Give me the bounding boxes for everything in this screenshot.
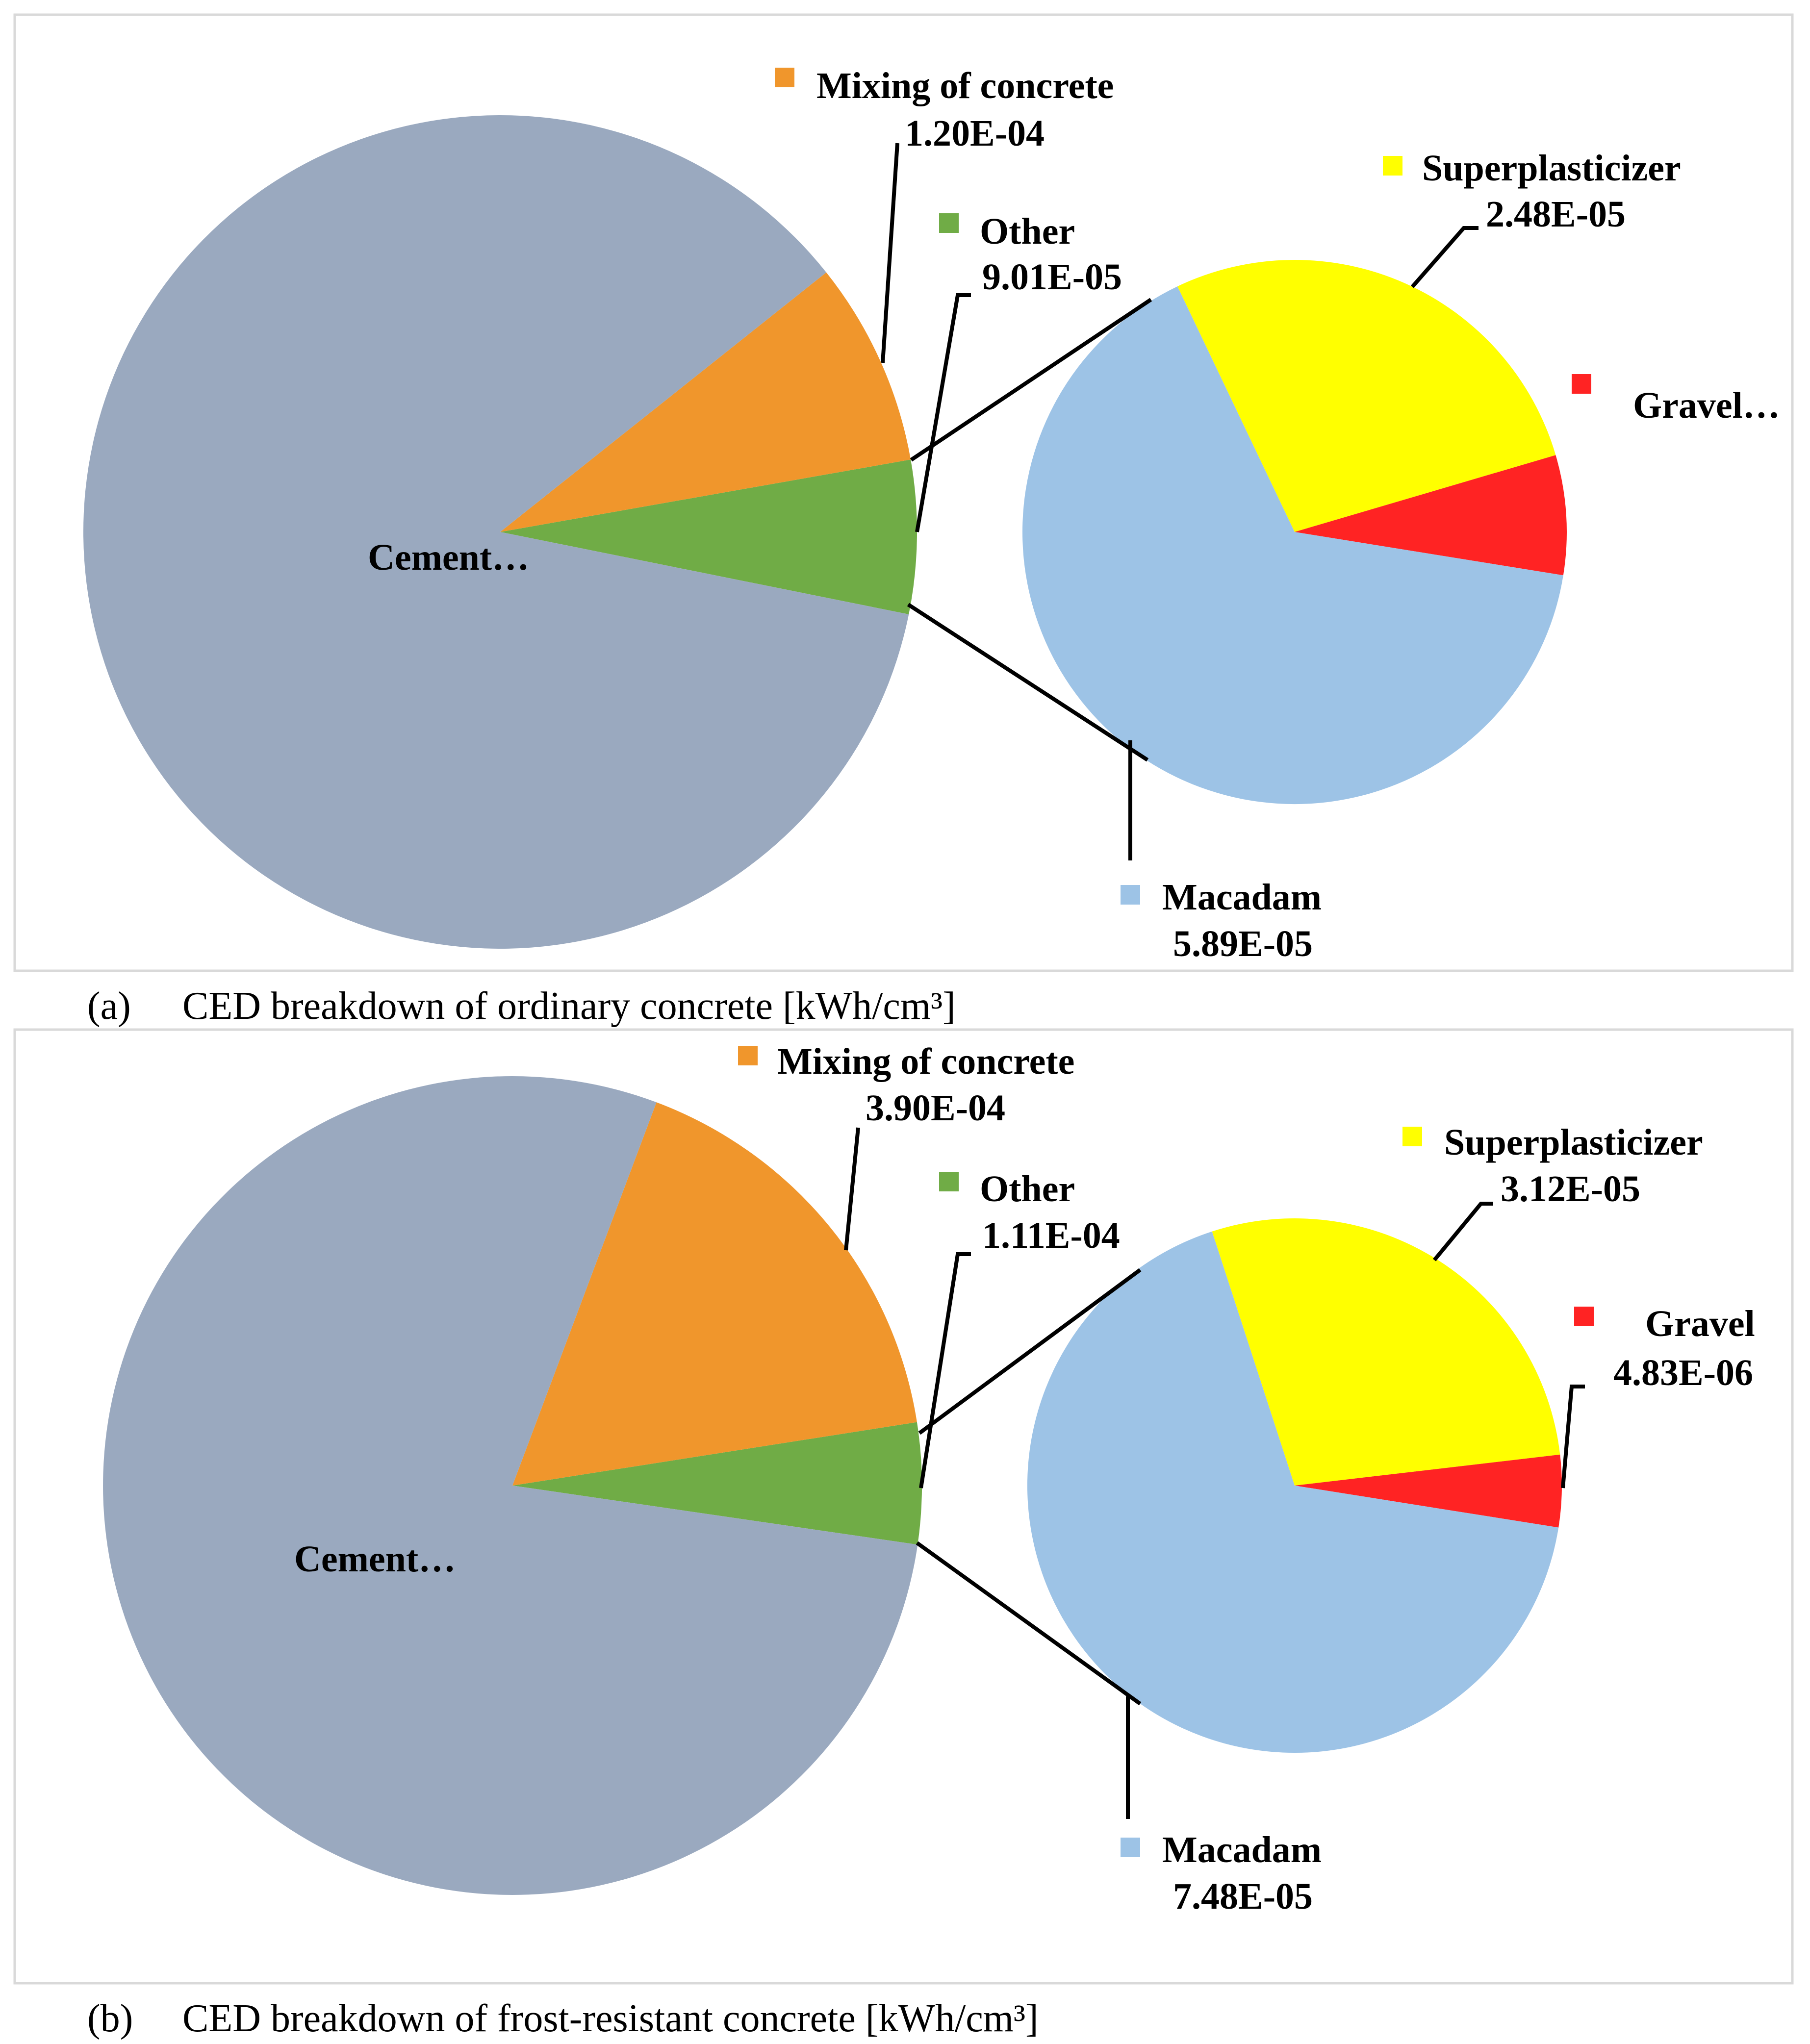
- panel-a-secondary-slice-gravel: [1295, 455, 1567, 576]
- panel-a-mixing-value: 1.20E-04: [905, 113, 1045, 154]
- panel-b-superplasticizer-marker: [1402, 1127, 1422, 1146]
- panel-a-mixing-marker: [775, 68, 794, 87]
- panel-a-main-slice-other: [500, 459, 918, 614]
- panel-b-leader-other: [919, 1252, 971, 1489]
- panel-b-gravel-name: Gravel: [1645, 1303, 1755, 1344]
- panel-a-secondary-slice-superplasticizer: [1177, 260, 1556, 532]
- panel-a-other-marker: [939, 213, 959, 233]
- panel-a-macadam-marker: [1121, 885, 1140, 905]
- panel-b-other-marker: [939, 1172, 959, 1191]
- panel-b-mixing-marker: [738, 1046, 758, 1065]
- panel-a: Mixing of concrete 1.20E-04 Other 9.01E-…: [13, 13, 1794, 972]
- panel-b-main-slice-mixing-of-concrete: [512, 1102, 917, 1486]
- panel-a-mixing-name: Mixing of concrete: [816, 65, 1114, 106]
- panel-b-secondary-slice-macadam: [1027, 1231, 1559, 1753]
- panel-b: Mixing of concrete 3.90E-04 Other 1.11E-…: [13, 1028, 1794, 1985]
- panel-b-connector-top: [918, 1268, 1142, 1435]
- panel-a-macadam-value: 5.89E-05: [1173, 923, 1313, 964]
- panel-b-superplasticizer-name: Superplasticizer: [1444, 1122, 1703, 1163]
- panel-b-macadam-name: Macadam: [1162, 1829, 1322, 1870]
- panel-b-mixing-name: Mixing of concrete: [777, 1041, 1074, 1082]
- panel-b-macadam-marker: [1121, 1838, 1140, 1857]
- panel-a-main-slice-mixing-of-concrete: [500, 272, 911, 532]
- panel-a-other-name: Other: [980, 211, 1075, 252]
- panel-a-superplasticizer-marker: [1383, 156, 1402, 176]
- panel-b-mixing-value: 3.90E-04: [866, 1087, 1005, 1129]
- panel-a-gravel-name: Gravel…: [1633, 385, 1780, 426]
- panel-a-gravel-marker: [1572, 374, 1591, 394]
- panel-b-leader-superplasticizer: [1432, 1202, 1493, 1262]
- panel-a-main-slice-cement: [83, 115, 909, 949]
- panel-a-secondary-slice-macadam: [1022, 286, 1563, 805]
- panel-a-cement-name: Cement…: [368, 537, 529, 578]
- panel-a-slices: [83, 115, 1567, 949]
- panel-b-other-value: 1.11E-04: [982, 1215, 1120, 1256]
- panel-b-cement-name: Cement…: [294, 1539, 456, 1580]
- panel-b-secondary-slice-superplasticizer: [1212, 1218, 1560, 1486]
- panel-b-macadam-value: 7.48E-05: [1173, 1876, 1313, 1917]
- panel-b-other-name: Other: [980, 1168, 1075, 1210]
- panel-a-leader-mixing: [881, 143, 899, 363]
- panel-a-other-value: 9.01E-05: [982, 256, 1122, 298]
- panel-a-leader-superplasticizer: [1410, 226, 1479, 288]
- panel-b-superplasticizer-value: 3.12E-05: [1501, 1168, 1640, 1210]
- panel-b-secondary-slice-gravel: [1295, 1454, 1562, 1528]
- panel-a-connector-bottom: [907, 603, 1149, 762]
- panel-b-caption: CED breakdown of frost-resistant concret…: [182, 1997, 1039, 2040]
- panel-a-superplasticizer-name: Superplasticizer: [1422, 148, 1681, 189]
- panel-a-connector-top: [910, 298, 1152, 462]
- panel-a-caption: CED breakdown of ordinary concrete [kWh/…: [182, 984, 956, 1028]
- panel-a-superplasticizer-value: 2.48E-05: [1486, 194, 1626, 235]
- panel-b-main-slice-other: [512, 1422, 922, 1545]
- panel-a-caption-prefix: (a): [87, 984, 131, 1028]
- panel-b-connector-bottom: [916, 1541, 1142, 1706]
- panel-a-leader-other: [915, 293, 971, 532]
- panel-b-gravel-value: 4.83E-06: [1613, 1352, 1753, 1393]
- panel-b-slices: [103, 1076, 1562, 1895]
- panel-b-gravel-marker: [1574, 1307, 1594, 1326]
- panel-b-leader-gravel: [1561, 1385, 1585, 1489]
- panel-a-macadam-name: Macadam: [1162, 877, 1322, 918]
- panel-b-leader-mixing: [844, 1127, 860, 1251]
- panel-b-main-slice-cement: [103, 1076, 918, 1895]
- panel-b-caption-prefix: (b): [87, 1997, 133, 2040]
